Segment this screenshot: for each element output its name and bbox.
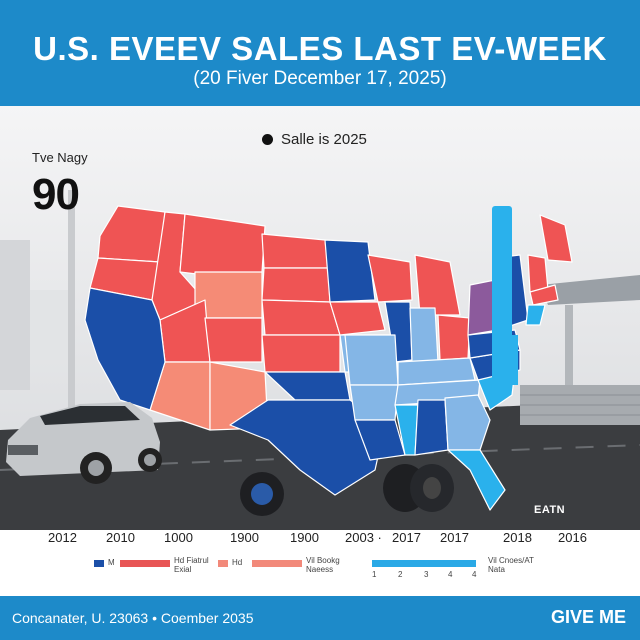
legend-swatch <box>218 560 228 567</box>
year-axis: 2012 2010 1000 1900 1900 2003 · 2017 201… <box>0 530 640 550</box>
footer-note: Concanater, U. 23063 • Coember 2035 <box>12 610 254 626</box>
light-pole <box>68 190 75 420</box>
state-minnesota[interactable] <box>324 239 376 303</box>
state-indiana[interactable] <box>409 307 439 363</box>
legend-label: Vil Bookg Naeess <box>306 556 340 574</box>
car-illustration <box>6 402 162 484</box>
legend-swatch <box>120 560 170 567</box>
give-me-button[interactable]: GIVE ME <box>550 607 626 627</box>
legend-tick: 2 <box>398 570 403 579</box>
legend-top: Salle is 2025 <box>262 131 367 148</box>
state-ohio[interactable] <box>437 314 471 361</box>
station-canopy <box>540 275 640 305</box>
state-washington[interactable] <box>97 205 166 263</box>
state-utah[interactable] <box>204 317 263 363</box>
state-nebraska[interactable] <box>261 299 341 336</box>
state-maine[interactable] <box>539 214 573 263</box>
year-label: 2017 <box>392 530 421 545</box>
kpi-value: 90 <box>32 170 80 219</box>
year-label: 2003 · <box>345 530 382 545</box>
state-colorado[interactable] <box>261 334 341 373</box>
legend-label: Hd Fiatrul Exial <box>174 556 209 574</box>
kpi-label: Tve Nagy <box>32 150 88 165</box>
state-north-dakota[interactable] <box>261 233 329 269</box>
state-montana[interactable] <box>179 213 266 276</box>
year-label: 1900 <box>290 530 319 545</box>
year-label: 2016 <box>558 530 587 545</box>
legend-swatch <box>372 560 476 567</box>
legend-label: M <box>108 558 115 567</box>
legend-label: Vil Cnoes/AT Nata <box>488 556 534 574</box>
year-label: 1900 <box>230 530 259 545</box>
year-label: 2018 <box>503 530 532 545</box>
state-georgia[interactable] <box>444 394 491 451</box>
state-arkansas[interactable] <box>349 384 399 421</box>
state-florida[interactable] <box>447 449 506 511</box>
legend-label: Hd <box>232 558 243 567</box>
state-south-dakota[interactable] <box>261 267 331 303</box>
footer-banner: Concanater, U. 23063 • Coember 2035 GIVE… <box>0 596 640 640</box>
state-california[interactable] <box>84 287 166 411</box>
year-label: 2017 <box>440 530 469 545</box>
brand-mark: EATN <box>534 504 566 516</box>
legend-top-label: Salle is 2025 <box>281 131 367 148</box>
page-subtitle: (20 Fiver December 17, 2025) <box>193 68 447 89</box>
legend-tick: 3 <box>424 570 429 579</box>
year-label: 2012 <box>48 530 77 545</box>
state-alabama[interactable] <box>414 399 449 456</box>
year-label: 1000 <box>164 530 193 545</box>
legend-tick: 4 <box>472 570 477 579</box>
legend-swatch <box>94 560 104 567</box>
state-massachusetts[interactable] <box>529 284 559 306</box>
year-label: 2010 <box>106 530 135 545</box>
legend-tick: 1 <box>372 570 377 579</box>
tire-icon <box>240 472 284 516</box>
state-vermont-nh[interactable] <box>527 254 549 293</box>
state-missouri[interactable] <box>344 334 399 386</box>
state-iowa[interactable] <box>329 301 386 336</box>
legend-tick: 4 <box>448 570 453 579</box>
tires-stack-icon <box>383 464 454 512</box>
state-michigan[interactable] <box>414 254 461 316</box>
state-wisconsin[interactable] <box>367 254 413 303</box>
page-title: U.S. EVEEV SALES LAST EV-WEEK <box>33 30 607 67</box>
legend-dot-icon <box>262 134 273 145</box>
sales-bar-base <box>506 335 518 385</box>
state-new-jersey[interactable] <box>525 304 546 326</box>
title-banner: U.S. EVEEV SALES LAST EV-WEEK (20 Fiver … <box>0 0 640 106</box>
state-oklahoma[interactable] <box>264 371 351 401</box>
legend-swatch <box>252 560 302 567</box>
